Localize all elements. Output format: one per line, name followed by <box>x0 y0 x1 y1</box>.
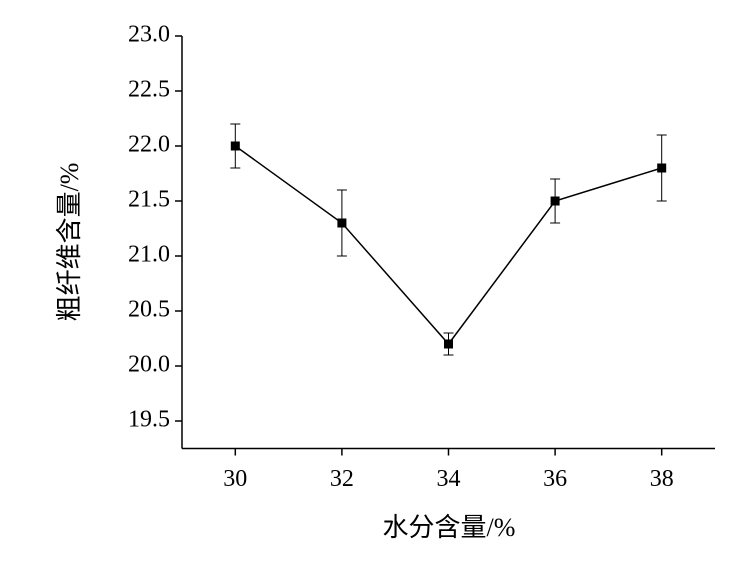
y-axis-title: 粗纤维含量/% <box>55 163 84 322</box>
y-tick-label: 21.0 <box>128 242 170 268</box>
data-point <box>337 218 347 228</box>
x-tick-label: 38 <box>650 466 674 492</box>
y-tick-label: 21.5 <box>128 187 170 213</box>
y-tick-label: 19.5 <box>128 407 170 433</box>
data-point <box>550 196 560 206</box>
x-tick-label: 34 <box>437 466 461 492</box>
y-tick-label: 22.0 <box>128 132 170 158</box>
data-point <box>230 141 240 151</box>
y-tick-label: 20.0 <box>128 352 170 378</box>
x-tick-label: 32 <box>330 466 354 492</box>
y-tick-label: 23.0 <box>128 22 170 48</box>
y-tick-label: 22.5 <box>128 77 170 103</box>
data-point <box>444 339 453 349</box>
data-point <box>657 163 667 173</box>
x-tick-label: 30 <box>223 466 247 492</box>
data-line <box>234 145 662 346</box>
y-tick-label: 20.5 <box>128 297 170 323</box>
x-axis-title: 水分含量/% <box>383 513 516 542</box>
x-tick-label: 36 <box>543 466 567 492</box>
